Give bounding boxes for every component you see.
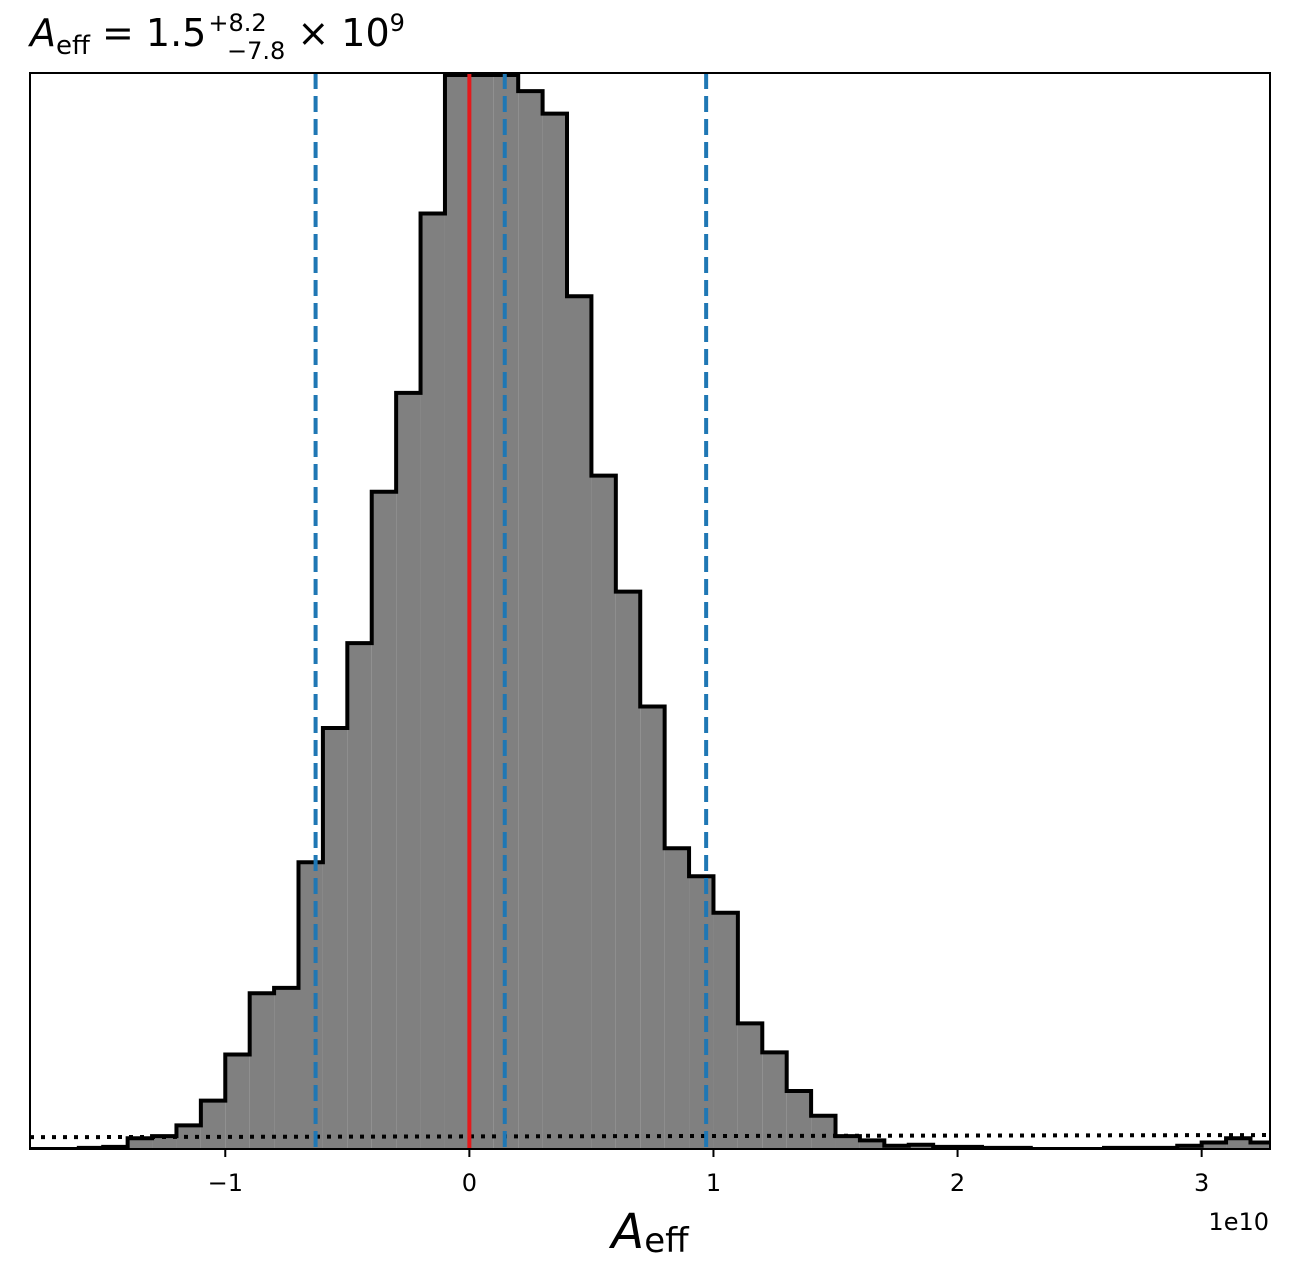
title-multiplier: × 10 bbox=[285, 11, 389, 55]
histogram-bar bbox=[1226, 1138, 1251, 1149]
x-axis-label-symbol: A bbox=[608, 1204, 644, 1260]
x-tick-label: 0 bbox=[462, 1169, 477, 1197]
title-plus: +8.2 bbox=[208, 9, 266, 37]
histogram-bar bbox=[713, 912, 738, 1149]
histogram-bar bbox=[737, 1023, 763, 1149]
histogram-bar bbox=[322, 727, 348, 1149]
title-minus: −7.8 bbox=[227, 37, 285, 65]
x-tick-label: 2 bbox=[950, 1169, 965, 1197]
histogram-bar bbox=[908, 1144, 934, 1149]
plot-area bbox=[29, 72, 1271, 1150]
title-equals: = bbox=[90, 11, 146, 55]
histogram-bar bbox=[152, 1136, 177, 1149]
histogram-bar bbox=[274, 987, 299, 1149]
histogram-bar bbox=[567, 296, 592, 1149]
histogram-bar bbox=[591, 475, 616, 1149]
x-tick-label: 1 bbox=[706, 1169, 721, 1197]
chart-title: Aeff = 1.5+8.2 −7.8 × 109 bbox=[27, 9, 405, 65]
histogram-bar bbox=[518, 91, 543, 1149]
histogram-bar bbox=[1250, 1142, 1270, 1149]
histogram-bar bbox=[542, 113, 568, 1149]
histogram-bar bbox=[835, 1136, 860, 1149]
histogram-bar bbox=[762, 1052, 787, 1149]
histogram-bar bbox=[225, 1054, 250, 1149]
title-symbol-sub: eff bbox=[56, 31, 91, 61]
plot-frame bbox=[29, 72, 1271, 1150]
x-axis-label: Aeff bbox=[608, 1204, 690, 1261]
histogram-bar bbox=[664, 848, 690, 1149]
histogram-bar bbox=[615, 591, 641, 1149]
histogram-bar bbox=[347, 643, 372, 1149]
histogram-bar bbox=[859, 1140, 885, 1149]
histogram-bar bbox=[640, 706, 665, 1149]
histogram-bar bbox=[371, 491, 397, 1149]
x-axis-ticks: −1 0 1 2 3 bbox=[208, 1149, 1209, 1197]
histogram-bar bbox=[786, 1091, 812, 1149]
histogram-bar bbox=[298, 862, 323, 1149]
x-tick-label: −1 bbox=[208, 1169, 243, 1197]
histogram-bar bbox=[396, 392, 421, 1149]
histogram-bar bbox=[176, 1125, 201, 1149]
plot-marks bbox=[30, 73, 1270, 1149]
title-symbol: A bbox=[27, 11, 56, 55]
histogram-bar bbox=[249, 993, 275, 1149]
x-tick-label: 3 bbox=[1194, 1169, 1209, 1197]
x-axis-label-sub: eff bbox=[644, 1221, 690, 1261]
histogram-bar bbox=[469, 75, 494, 1149]
histogram-bar bbox=[200, 1100, 226, 1149]
histogram-bar bbox=[1201, 1142, 1227, 1149]
title-value: 1.5 bbox=[146, 11, 206, 55]
x-offset-label: 1e10 bbox=[1208, 1208, 1269, 1236]
title-exponent: 9 bbox=[390, 9, 405, 37]
histogram-bar bbox=[689, 876, 714, 1149]
histogram-bar bbox=[420, 213, 445, 1149]
histogram-bar bbox=[127, 1138, 153, 1149]
histogram-bar bbox=[811, 1115, 836, 1149]
histogram-bar bbox=[444, 75, 470, 1149]
